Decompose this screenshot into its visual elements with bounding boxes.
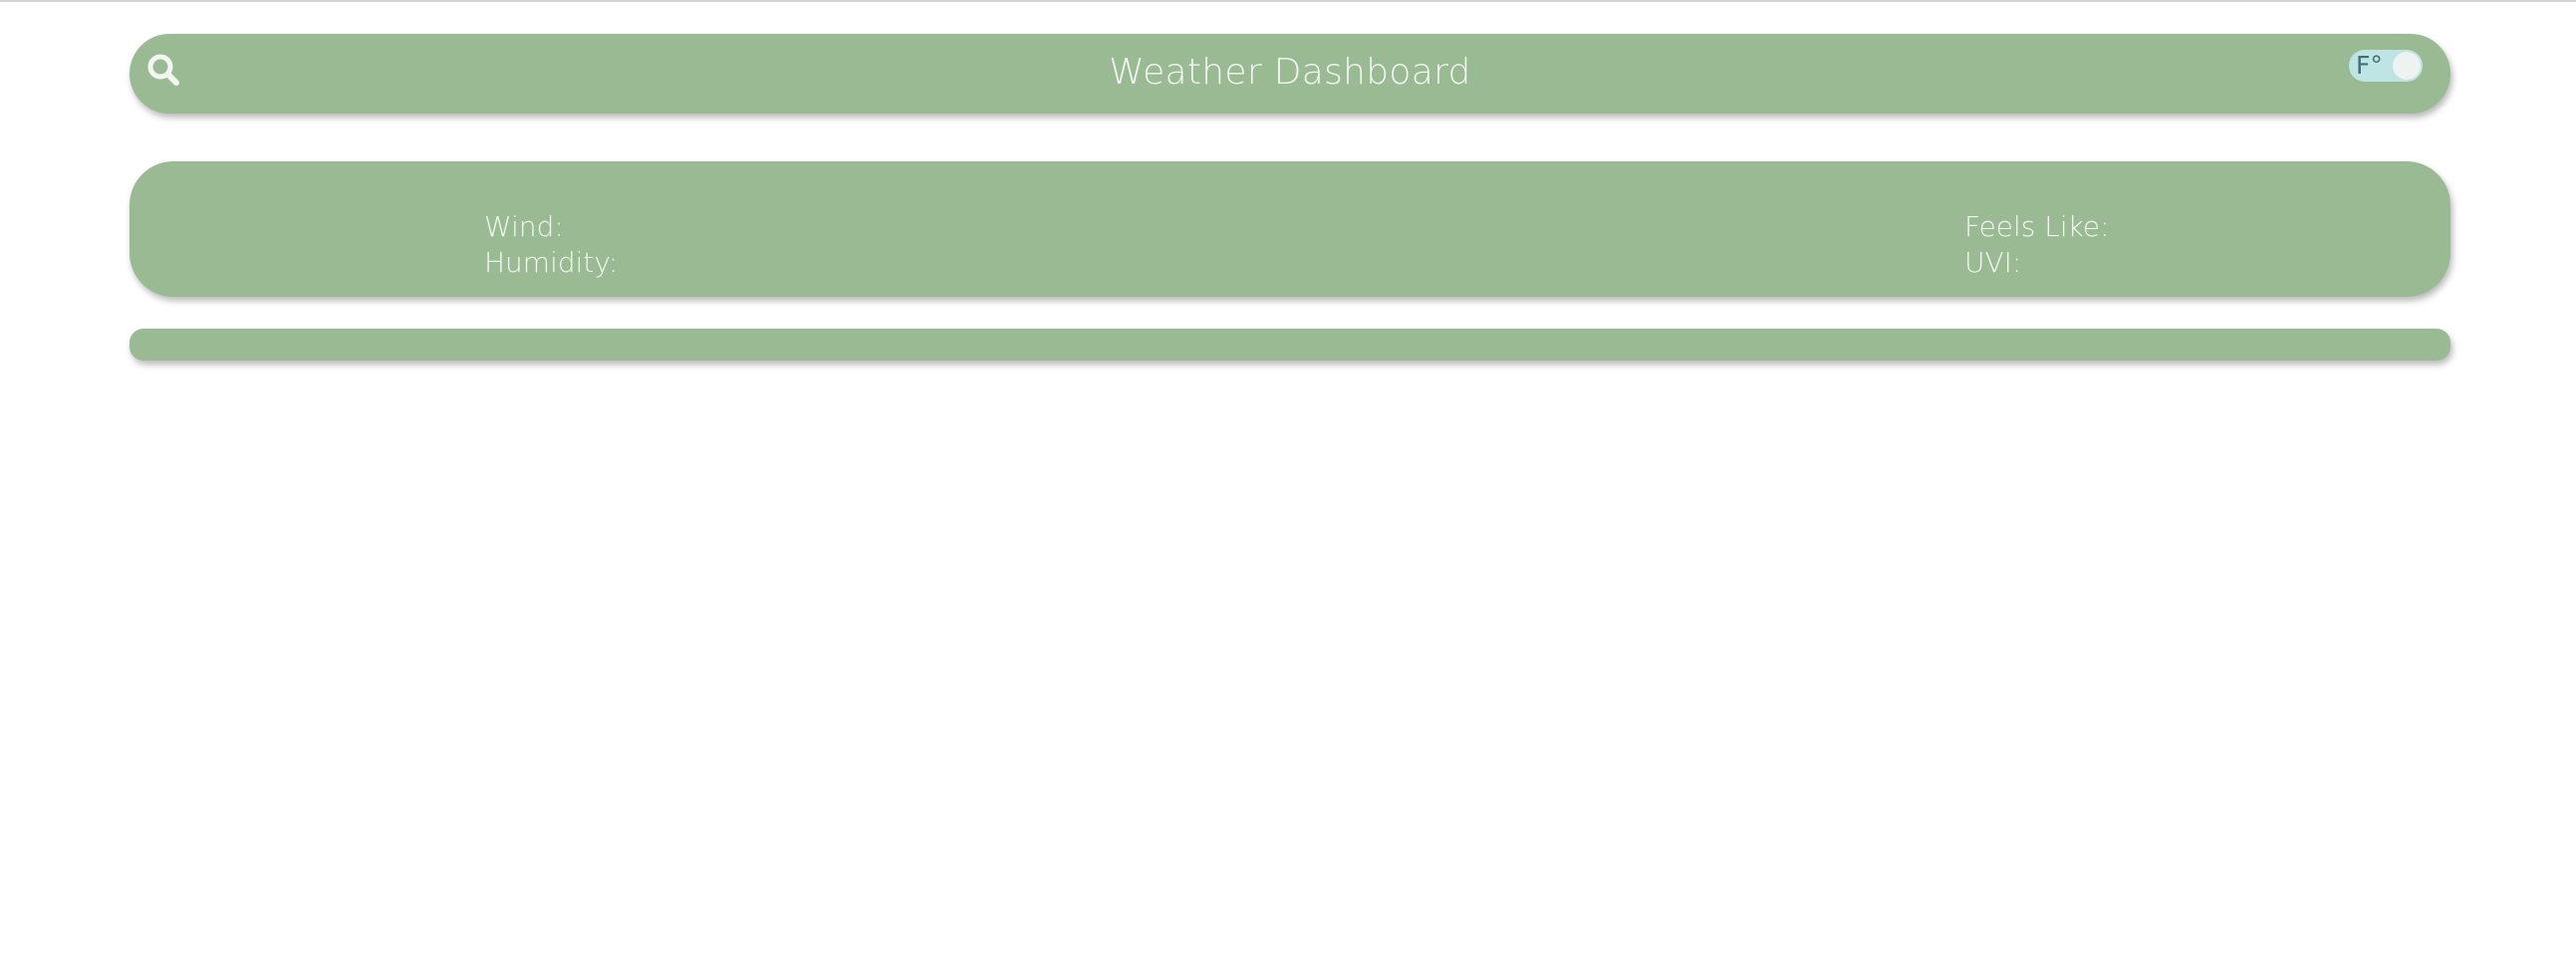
feels-like-label: Feels Like: bbox=[1964, 210, 2110, 243]
search-icon bbox=[147, 54, 179, 86]
header-bar: Weather Dashboard F° bbox=[129, 34, 2450, 114]
forecast-strip bbox=[129, 329, 2450, 361]
toggle-knob bbox=[2393, 52, 2421, 80]
current-weather-card: Wind: Humidity: Feels Like: UVI: bbox=[129, 161, 2450, 297]
page-title: Weather Dashboard bbox=[1109, 52, 1471, 93]
temperature-unit-toggle[interactable]: F° bbox=[2349, 50, 2423, 82]
top-divider bbox=[0, 0, 2576, 2]
current-stats-left: Wind: Humidity: bbox=[484, 209, 618, 281]
humidity-label: Humidity: bbox=[484, 246, 619, 279]
search-button[interactable] bbox=[143, 50, 187, 94]
uvi-label: UVI: bbox=[1964, 246, 2022, 279]
current-stats-right: Feels Like: UVI: bbox=[1964, 209, 2110, 281]
unit-toggle-label: F° bbox=[2356, 51, 2383, 80]
wind-label: Wind: bbox=[484, 210, 564, 243]
